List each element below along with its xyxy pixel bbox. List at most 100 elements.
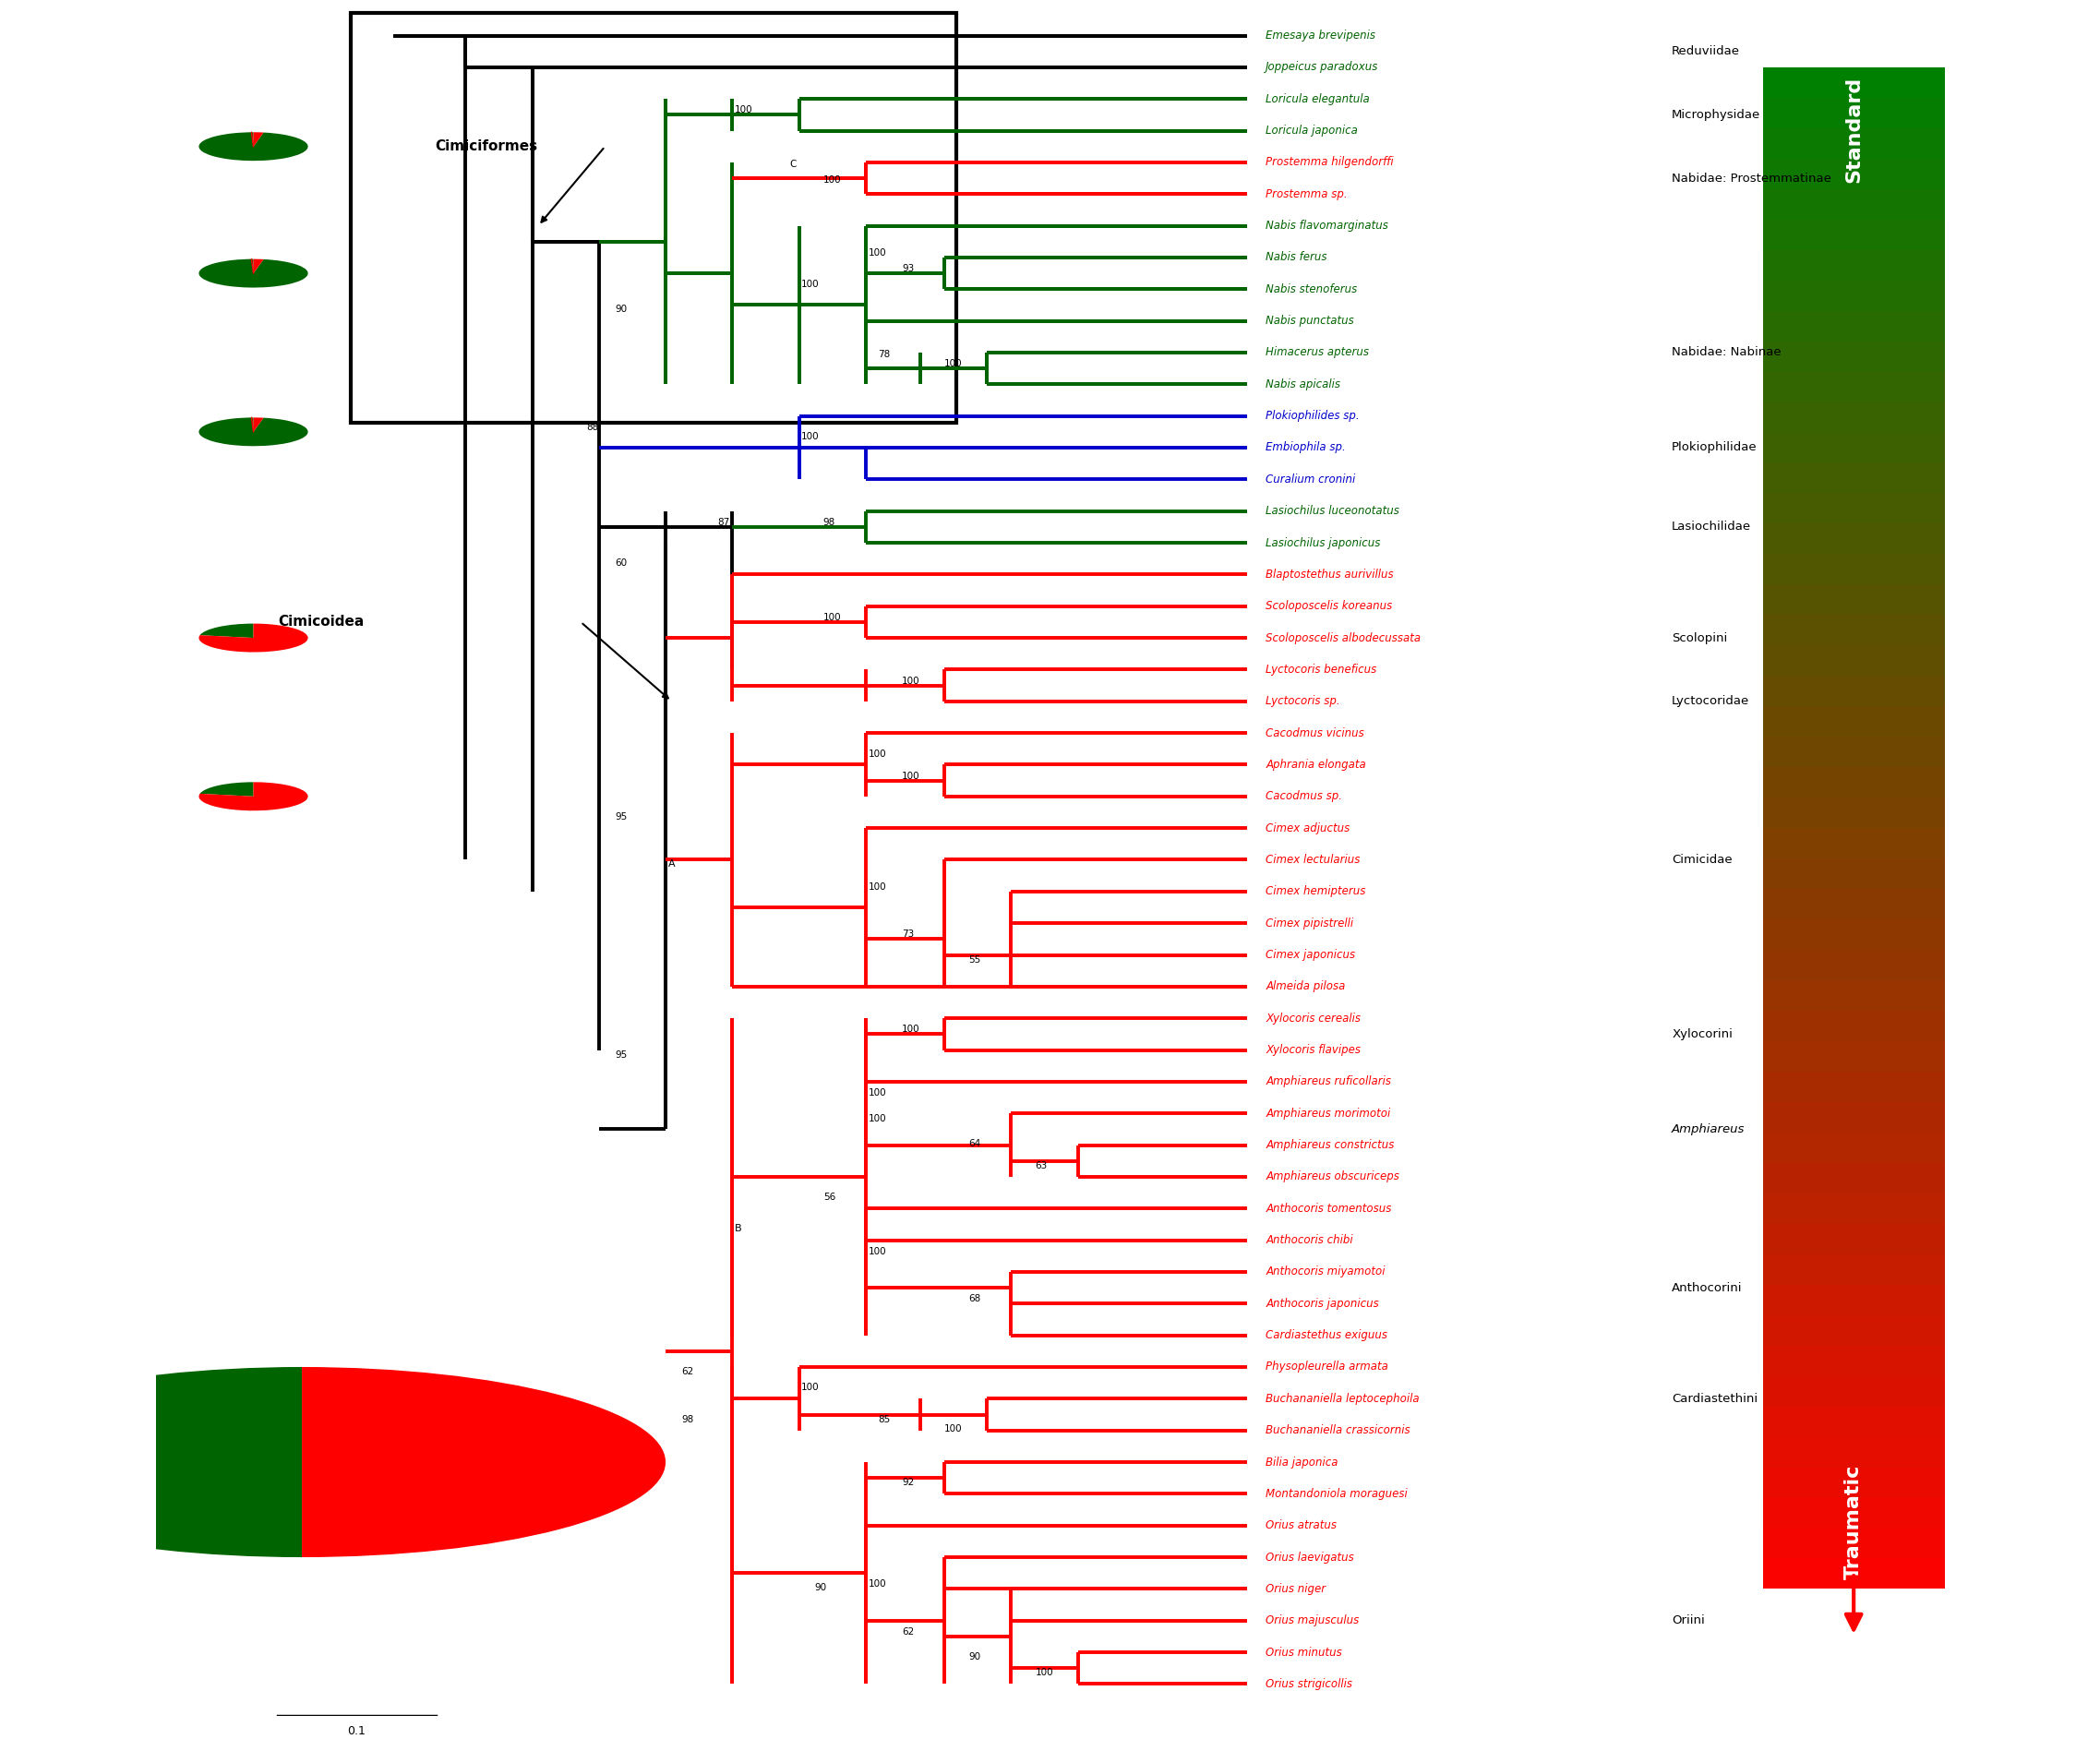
Bar bbox=[1762, 1315, 1945, 1346]
Text: Plokiophilidae: Plokiophilidae bbox=[1672, 442, 1758, 454]
Text: Scoloposcelis koreanus: Scoloposcelis koreanus bbox=[1266, 600, 1392, 612]
Text: 78: 78 bbox=[878, 350, 890, 358]
Text: 100: 100 bbox=[945, 360, 962, 369]
Bar bbox=[1762, 859, 1945, 889]
Text: 100: 100 bbox=[802, 431, 819, 442]
Bar bbox=[1762, 1558, 1945, 1589]
Text: Standard vs. Traumatic
    insemination: Standard vs. Traumatic insemination bbox=[0, 1449, 143, 1476]
Wedge shape bbox=[200, 624, 254, 638]
Text: Nabis punctatus: Nabis punctatus bbox=[1266, 315, 1355, 327]
Text: Cimicidae: Cimicidae bbox=[1672, 854, 1732, 866]
Bar bbox=[1762, 402, 1945, 433]
Text: 62: 62 bbox=[903, 1628, 914, 1636]
Text: Cacodmus vicinus: Cacodmus vicinus bbox=[1266, 727, 1365, 739]
Bar bbox=[1762, 981, 1945, 1010]
Bar bbox=[1762, 433, 1945, 463]
Text: Cimex adjuctus: Cimex adjuctus bbox=[1266, 823, 1350, 835]
FancyBboxPatch shape bbox=[351, 14, 958, 423]
Text: 100: 100 bbox=[867, 1089, 886, 1097]
Bar bbox=[1762, 250, 1945, 280]
Text: Nabis flavomarginatus: Nabis flavomarginatus bbox=[1266, 219, 1388, 231]
Text: Microphysidae: Microphysidae bbox=[1672, 110, 1760, 120]
Text: Joppeicus paradoxus: Joppeicus paradoxus bbox=[1266, 61, 1380, 73]
Text: Curalium cronini: Curalium cronini bbox=[1266, 473, 1355, 485]
Bar bbox=[1762, 616, 1945, 645]
Text: Xylocoris flavipes: Xylocoris flavipes bbox=[1266, 1043, 1361, 1056]
Text: Loricula japonica: Loricula japonica bbox=[1266, 125, 1359, 137]
Text: 85: 85 bbox=[878, 1414, 890, 1424]
Text: 93: 93 bbox=[903, 264, 914, 273]
Bar bbox=[1762, 949, 1945, 981]
Text: 95: 95 bbox=[615, 1050, 628, 1059]
Text: Buchananiella leptocephoila: Buchananiella leptocephoila bbox=[1266, 1393, 1420, 1405]
Text: Physopleurella armata: Physopleurella armata bbox=[1266, 1362, 1388, 1374]
Text: 100: 100 bbox=[945, 1424, 962, 1433]
Text: Lyctocoris sp.: Lyctocoris sp. bbox=[1266, 696, 1340, 708]
Text: 64: 64 bbox=[968, 1139, 981, 1148]
Text: Nabidae: Nabinae: Nabidae: Nabinae bbox=[1672, 346, 1781, 358]
Text: Nabis ferus: Nabis ferus bbox=[1266, 252, 1327, 263]
Text: Anthocoris chibi: Anthocoris chibi bbox=[1266, 1235, 1352, 1247]
Bar bbox=[1762, 1376, 1945, 1407]
Text: Orius laevigatus: Orius laevigatus bbox=[1266, 1551, 1355, 1563]
Bar bbox=[1762, 280, 1945, 311]
Bar bbox=[1762, 1254, 1945, 1285]
Text: Reduviidae: Reduviidae bbox=[1672, 45, 1741, 57]
Text: Nabis stenoferus: Nabis stenoferus bbox=[1266, 283, 1357, 296]
Text: B: B bbox=[735, 1224, 741, 1233]
Bar bbox=[1762, 767, 1945, 798]
Bar bbox=[1762, 1163, 1945, 1193]
Text: Anthocoris japonicus: Anthocoris japonicus bbox=[1266, 1297, 1380, 1309]
Text: Orius strigicollis: Orius strigicollis bbox=[1266, 1678, 1352, 1690]
Text: 100: 100 bbox=[867, 1113, 886, 1123]
Text: Plokiophilides sp.: Plokiophilides sp. bbox=[1266, 410, 1359, 423]
Text: Lyctocoris beneficus: Lyctocoris beneficus bbox=[1266, 664, 1378, 675]
Text: Xylocoris cerealis: Xylocoris cerealis bbox=[1266, 1012, 1361, 1024]
Text: A: A bbox=[668, 859, 674, 870]
Bar bbox=[1762, 889, 1945, 920]
Wedge shape bbox=[0, 1367, 302, 1556]
Text: 100: 100 bbox=[867, 249, 886, 257]
Text: 60: 60 bbox=[615, 558, 626, 569]
Bar bbox=[1762, 1071, 1945, 1103]
Text: 56: 56 bbox=[823, 1193, 836, 1202]
Text: Orius majusculus: Orius majusculus bbox=[1266, 1614, 1359, 1626]
Text: Nabis apicalis: Nabis apicalis bbox=[1266, 379, 1340, 390]
Text: Amphiareus constrictus: Amphiareus constrictus bbox=[1266, 1139, 1394, 1151]
Bar bbox=[1762, 1132, 1945, 1163]
Text: Almeida pilosa: Almeida pilosa bbox=[1266, 981, 1346, 993]
Text: Amphiareus ruficollaris: Amphiareus ruficollaris bbox=[1266, 1076, 1390, 1087]
Text: Cimex hemipterus: Cimex hemipterus bbox=[1266, 885, 1365, 897]
Text: 63: 63 bbox=[1035, 1162, 1048, 1170]
Text: Anthocoris miyamotoi: Anthocoris miyamotoi bbox=[1266, 1266, 1386, 1278]
Bar bbox=[1762, 523, 1945, 555]
Text: Cimicoidea: Cimicoidea bbox=[277, 616, 363, 630]
Text: 100: 100 bbox=[867, 750, 886, 758]
Bar bbox=[1762, 97, 1945, 129]
Bar bbox=[1762, 1193, 1945, 1224]
Bar bbox=[1762, 1103, 1945, 1132]
Text: Xylocorini: Xylocorini bbox=[1672, 1028, 1732, 1040]
Bar bbox=[1762, 1468, 1945, 1497]
Wedge shape bbox=[200, 417, 309, 447]
Text: Cimex lectularius: Cimex lectularius bbox=[1266, 854, 1361, 866]
Wedge shape bbox=[254, 417, 265, 431]
Bar bbox=[1762, 494, 1945, 523]
Text: 100: 100 bbox=[802, 1383, 819, 1393]
Wedge shape bbox=[200, 783, 254, 796]
Text: Cimex japonicus: Cimex japonicus bbox=[1266, 949, 1355, 962]
Text: 98: 98 bbox=[823, 518, 836, 527]
Text: Orius atratus: Orius atratus bbox=[1266, 1520, 1338, 1532]
Text: 100: 100 bbox=[903, 772, 920, 781]
Text: 90: 90 bbox=[968, 1652, 981, 1661]
Text: 100: 100 bbox=[867, 1247, 886, 1256]
Text: Embiophila sp.: Embiophila sp. bbox=[1266, 442, 1346, 454]
Wedge shape bbox=[200, 783, 309, 810]
Text: Loricula elegantula: Loricula elegantula bbox=[1266, 92, 1369, 104]
Bar bbox=[1762, 584, 1945, 616]
Text: Oriini: Oriini bbox=[1672, 1614, 1705, 1626]
Text: 90: 90 bbox=[815, 1582, 827, 1591]
Text: C: C bbox=[790, 160, 796, 169]
Text: Blaptostethus aurivillus: Blaptostethus aurivillus bbox=[1266, 569, 1394, 581]
Bar bbox=[1762, 1346, 1945, 1376]
